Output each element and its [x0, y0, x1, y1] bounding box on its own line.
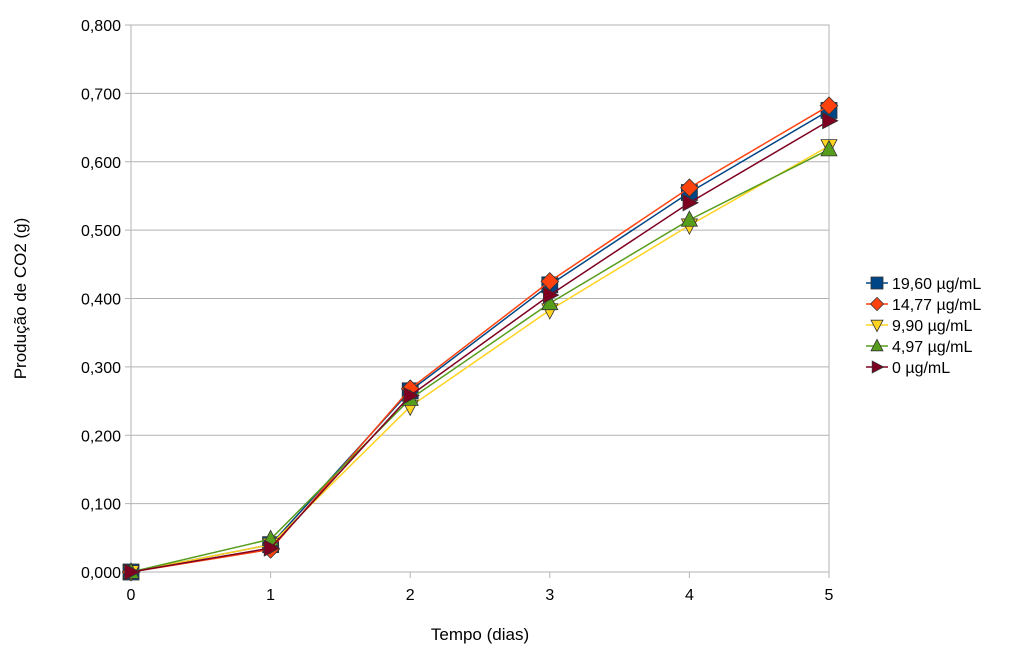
legend-item: 9,90 µg/mL: [866, 318, 972, 335]
series-line: [130, 105, 830, 573]
legend-item: 14,77 µg/mL: [866, 296, 981, 314]
x-tick-label: 4: [685, 587, 694, 604]
legend-label: 14,77 µg/mL: [892, 297, 981, 314]
legend-label: 4,97 µg/mL: [892, 339, 972, 356]
legend-item: 19,60 µg/mL: [866, 276, 981, 293]
series-0: [122, 102, 838, 581]
data-point: [680, 178, 699, 198]
series-line: [130, 109, 830, 573]
legend-marker: [869, 296, 885, 312]
series-3: [122, 139, 838, 579]
legend-item: 4,97 µg/mL: [866, 338, 972, 356]
legend-marker: [871, 360, 885, 374]
y-axis-ticks: 0,000 0,100 0,200 0,300 0,400 0,500 0,600 0,700…: [81, 18, 131, 582]
series-2: [122, 139, 838, 582]
x-tick-label: 1: [266, 587, 275, 604]
series-line: [130, 148, 830, 573]
x-axis-ticks: 0 1 2 3 4 5: [127, 572, 834, 604]
y-tick-label: 0,000: [81, 565, 121, 582]
data-point: [820, 139, 838, 157]
series-line: [130, 145, 830, 573]
data-point: [124, 563, 141, 581]
y-tick-label: 0,600: [81, 155, 121, 172]
x-axis-title: Tempo (dias): [431, 625, 529, 644]
x-tick-label: 5: [825, 587, 834, 604]
y-tick-label: 0,300: [81, 360, 121, 377]
data-point: [822, 112, 839, 130]
y-tick-label: 0,800: [81, 18, 121, 35]
series-line: [130, 120, 830, 573]
series-4: [124, 112, 839, 581]
y-tick-label: 0,500: [81, 223, 121, 240]
series-group: [121, 96, 839, 582]
data-point: [819, 96, 839, 116]
data-point: [403, 386, 420, 405]
x-tick-label: 0: [127, 587, 136, 604]
series-1: [121, 96, 839, 582]
y-tick-label: 0,400: [81, 292, 121, 309]
legend-marker: [870, 319, 884, 333]
legend: 19,60 µg/mL 14,77 µg/mL 9,90 µg/mL 4,97 µg/…: [866, 276, 981, 377]
legend-label: 19,60 µg/mL: [892, 276, 981, 293]
x-tick-label: 3: [545, 587, 554, 604]
y-tick-label: 0,700: [81, 86, 121, 103]
data-point: [543, 286, 560, 304]
legend-label: 9,90 µg/mL: [892, 318, 972, 335]
x-tick-label: 2: [406, 587, 415, 604]
legend-label: 0 µg/mL: [892, 360, 950, 377]
data-point: [680, 210, 699, 227]
legend-marker: [870, 276, 884, 290]
legend-item: 0 µg/mL: [866, 360, 950, 377]
data-point: [263, 539, 281, 557]
data-point: [682, 194, 700, 212]
gridlines: [131, 24, 829, 573]
y-axis-title: Produção de CO2 (g): [11, 218, 30, 380]
y-tick-label: 0,100: [81, 497, 121, 514]
y-tick-label: 0,200: [81, 428, 121, 445]
legend-marker: [870, 338, 884, 352]
